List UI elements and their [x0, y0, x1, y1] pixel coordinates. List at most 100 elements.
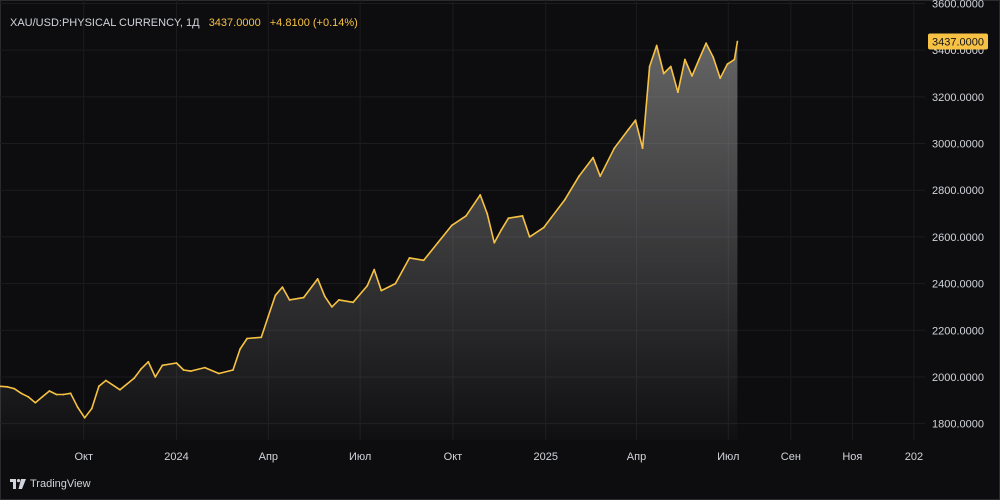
y-tick-label: 2800.0000	[932, 185, 984, 197]
last-price: 3437.0000	[208, 17, 261, 29]
price-point	[613, 147, 616, 150]
price-point	[542, 226, 545, 229]
price-point	[267, 315, 270, 318]
price-point	[705, 42, 707, 45]
price-point	[140, 367, 143, 370]
price-point	[331, 306, 333, 308]
price-point	[232, 369, 234, 371]
price-point	[274, 294, 277, 297]
price-point	[669, 65, 672, 68]
price-point	[592, 156, 594, 159]
price-point	[479, 194, 482, 196]
price-point	[83, 416, 86, 419]
price-point	[338, 299, 340, 301]
price-point	[98, 385, 100, 388]
x-tick-label: 2025	[533, 451, 557, 463]
price-point	[147, 360, 150, 363]
price-point	[422, 259, 425, 262]
price-point	[0, 385, 1, 388]
price-point	[736, 40, 739, 43]
price-point	[154, 376, 157, 378]
price-point	[239, 348, 242, 350]
price-point	[41, 395, 44, 398]
price-point	[712, 56, 715, 59]
price-point	[677, 91, 679, 94]
price-point	[528, 236, 531, 238]
price-point	[662, 72, 665, 75]
price-point	[182, 369, 185, 371]
price-point	[55, 393, 58, 396]
brand-name: TradingView	[30, 478, 91, 490]
x-tick-label: Июл	[717, 451, 739, 463]
price-point	[549, 217, 552, 220]
price-point	[655, 44, 658, 47]
price-point	[726, 63, 729, 66]
x-tick-label: Сен	[781, 451, 801, 463]
price-point	[203, 366, 206, 369]
price-point	[90, 407, 93, 410]
price-point	[20, 392, 23, 395]
price-point	[366, 285, 369, 287]
price-point	[323, 295, 326, 298]
price-point	[599, 175, 602, 178]
price-point	[76, 406, 79, 409]
price-point	[648, 65, 651, 68]
x-tick-label: Апр	[627, 451, 646, 463]
x-tick-label: 202	[905, 451, 923, 463]
price-point	[380, 289, 383, 292]
y-tick-label: 2600.0000	[932, 232, 984, 244]
price-point	[641, 147, 644, 150]
price-point	[27, 395, 30, 398]
tradingview-logo[interactable]: TradingView	[10, 478, 91, 490]
y-tick-label: 3200.0000	[932, 92, 984, 104]
price-point	[161, 364, 164, 367]
grid	[0, 0, 925, 440]
y-tick-label: 2000.0000	[932, 372, 984, 384]
price-point	[105, 379, 107, 382]
price-point	[564, 198, 566, 201]
price-point	[507, 217, 510, 220]
price-point	[627, 128, 630, 131]
area-layer	[0, 40, 739, 440]
price-change: +4.8100 (+0.14%)	[269, 17, 358, 29]
price-point	[394, 282, 397, 285]
y-tick-label: 2400.0000	[932, 279, 984, 291]
price-point	[6, 385, 8, 388]
price-point	[436, 241, 439, 244]
x-tick-label: Июл	[349, 451, 371, 463]
price-point	[175, 362, 178, 364]
price-tag	[928, 33, 988, 50]
price-point	[34, 401, 37, 404]
y-axis[interactable]: 3600.00003400.00003200.00003000.00002800…	[932, 0, 984, 431]
price-point	[302, 296, 305, 299]
price-point	[451, 224, 453, 227]
price-point	[691, 75, 693, 77]
price-point	[408, 257, 411, 259]
price-area-fill	[0, 41, 738, 440]
y-tick-label: 3000.0000	[932, 139, 984, 151]
symbol-title[interactable]: XAU/USD:PHYSICAL CURRENCY, 1Д	[10, 17, 200, 29]
price-point	[634, 119, 637, 122]
price-point	[119, 388, 121, 391]
price-tag-layer: 3437.0000	[928, 33, 988, 50]
price-point	[48, 390, 51, 392]
price-point	[578, 175, 580, 178]
price-point	[133, 377, 136, 379]
price-point	[62, 393, 65, 396]
price-point	[218, 372, 220, 375]
x-tick-label: 2024	[164, 451, 188, 463]
y-tick-label: 1800.0000	[932, 419, 984, 431]
price-point	[260, 336, 263, 339]
price-point	[281, 286, 284, 288]
price-point	[698, 58, 700, 61]
tradingview-logo-icon	[10, 479, 26, 489]
price-point	[189, 370, 192, 372]
x-tick-label: Апр	[259, 451, 278, 463]
price-point	[493, 241, 496, 244]
x-axis[interactable]: Окт 2024 Апр Июл Окт 2025 Апр Июл Сен Ноя 202	[74, 451, 923, 463]
price-point	[465, 215, 467, 217]
price-point	[373, 268, 376, 271]
price-point	[288, 299, 291, 301]
x-tick-label: Ноя	[842, 451, 862, 463]
